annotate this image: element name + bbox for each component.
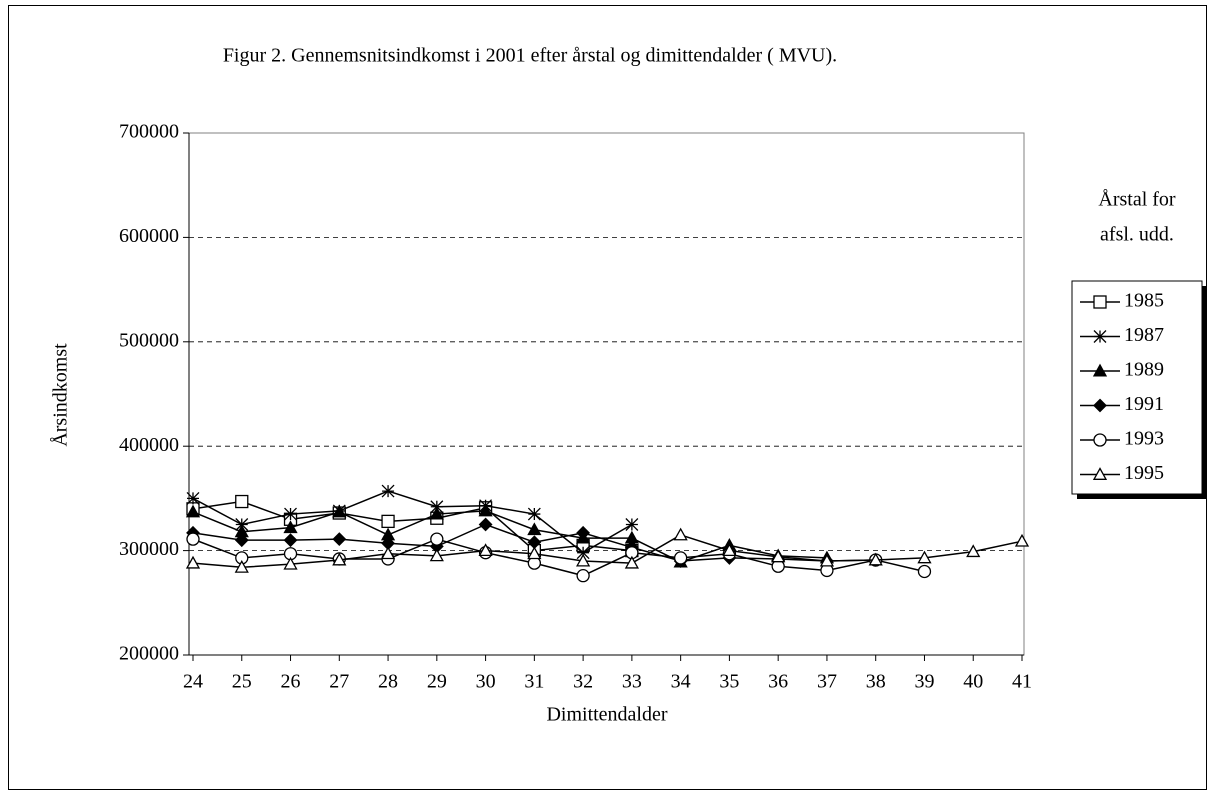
marker (478, 543, 493, 557)
x-tick-label: 28 (378, 671, 398, 693)
x-tick-label: 36 (768, 671, 788, 693)
marker (429, 548, 444, 562)
marker (478, 503, 493, 517)
legend-title: afsl. udd. (1100, 224, 1174, 246)
marker (332, 504, 347, 518)
legend-label: 1989 (1124, 359, 1164, 381)
marker (234, 559, 249, 573)
x-tick-label: 41 (1012, 671, 1032, 693)
marker (576, 553, 591, 567)
y-tick-label: 700000 (119, 121, 179, 143)
x-tick-label: 38 (866, 671, 886, 693)
marker (722, 543, 737, 557)
marker (429, 506, 444, 520)
marker (527, 522, 542, 536)
marker (185, 555, 201, 569)
marker (1014, 533, 1030, 547)
marker (380, 546, 396, 560)
series-line (192, 534, 1023, 569)
legend-label: 1987 (1124, 324, 1164, 346)
marker (478, 517, 493, 532)
y-tick-label: 600000 (119, 225, 179, 247)
marker (576, 525, 591, 540)
x-tick-label: 24 (183, 671, 203, 693)
marker (185, 504, 201, 518)
marker (381, 514, 395, 529)
legend-label: 1991 (1124, 393, 1164, 415)
marker (1093, 433, 1107, 447)
marker (771, 549, 786, 563)
marker (625, 518, 639, 531)
marker (576, 546, 590, 560)
x-tick-label: 40 (963, 671, 983, 693)
marker (283, 520, 298, 534)
marker (819, 553, 835, 567)
marker (673, 551, 688, 565)
marker (868, 552, 883, 566)
marker (186, 491, 200, 505)
x-axis-label: Dimittendalder (546, 704, 667, 726)
x-tick-label: 33 (622, 671, 642, 693)
x-tick-label: 30 (476, 671, 496, 693)
x-tick-label: 32 (573, 671, 593, 693)
legend-label: 1995 (1124, 462, 1164, 484)
marker (1092, 467, 1108, 480)
marker (917, 550, 932, 564)
marker (332, 532, 347, 547)
chart-title: Figur 2. Gennemsnitsindkomst i 2001 efte… (223, 45, 837, 67)
marker (283, 556, 298, 570)
x-tick-label: 27 (329, 671, 349, 693)
legend-label: 1993 (1124, 428, 1164, 450)
marker (332, 552, 347, 566)
marker (186, 532, 200, 546)
legend (1071, 280, 1203, 495)
marker (1093, 398, 1107, 413)
marker (1093, 330, 1107, 343)
series-line (192, 500, 632, 552)
legend-label: 1985 (1124, 290, 1164, 312)
marker (576, 569, 590, 583)
marker (673, 527, 688, 541)
y-tick-label: 300000 (119, 538, 179, 560)
x-tick-label: 37 (817, 671, 837, 693)
marker (430, 532, 444, 546)
marker (284, 507, 297, 521)
marker (235, 494, 249, 509)
marker (917, 564, 932, 579)
x-tick-label: 35 (719, 671, 739, 693)
marker (234, 533, 249, 548)
marker (527, 546, 542, 560)
series-line (192, 538, 925, 577)
y-axis-label: Årsindkomst (50, 343, 72, 447)
y-tick-label: 500000 (119, 329, 179, 351)
marker (283, 533, 298, 548)
legend-title: Årstal for (1098, 189, 1176, 211)
marker (966, 544, 981, 558)
x-tick-label: 29 (427, 671, 447, 693)
x-tick-label: 34 (671, 671, 691, 693)
y-tick-label: 200000 (119, 643, 179, 665)
marker (527, 507, 541, 521)
x-tick-label: 25 (232, 671, 252, 693)
marker (381, 484, 395, 498)
x-tick-label: 39 (914, 671, 934, 693)
plot-area (188, 132, 1025, 656)
marker (624, 555, 639, 569)
y-tick-label: 400000 (119, 434, 179, 456)
x-tick-label: 26 (281, 671, 301, 693)
marker (1093, 295, 1107, 309)
marker (1092, 363, 1108, 377)
x-tick-label: 31 (524, 671, 544, 693)
